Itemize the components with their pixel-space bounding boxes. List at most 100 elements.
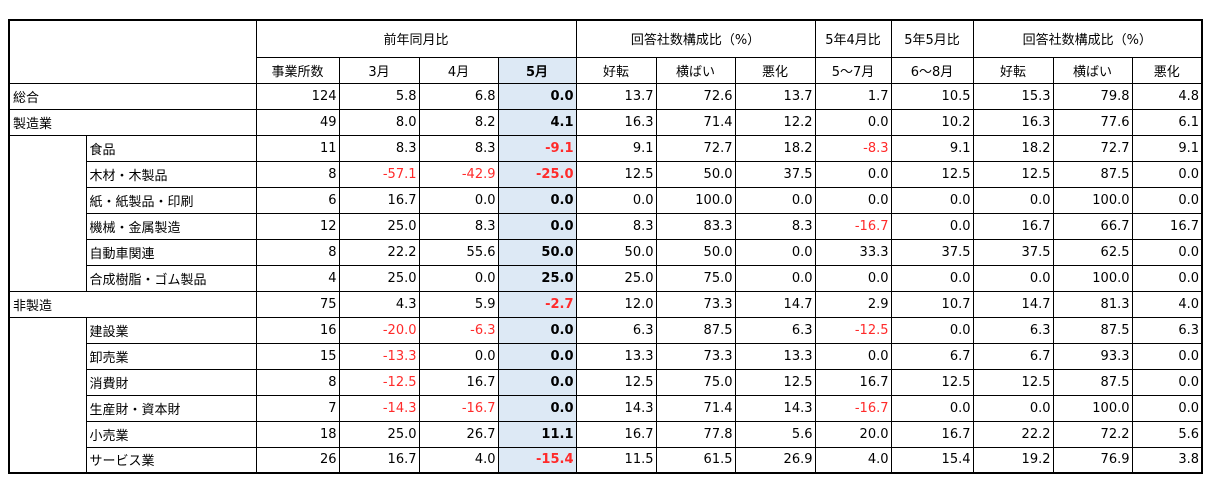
table-cell: -14.3 <box>338 394 420 422</box>
table-cell: 13.3 <box>734 342 816 370</box>
table-cell: 16.3 <box>972 108 1054 136</box>
table-cell: 72.7 <box>1052 134 1133 162</box>
table-cell: 0.0 <box>890 212 974 240</box>
table-row: 消費財 8 -12.5 16.7 0.0 12.5 75.0 12.5 16.7 12.5 12.5… <box>8 368 1203 396</box>
table-row: 卸売業 15 -13.3 0.0 0.0 13.3 73.3 13.3 0.0 6.7 6.7 93.… <box>8 342 1203 370</box>
table-cell: 0.0 <box>1131 160 1203 188</box>
table-cell: 87.5 <box>1052 160 1133 188</box>
table-cell: 0.0 <box>814 342 892 370</box>
row-subcategory-label: 合成樹脂・ゴム製品 <box>85 264 257 292</box>
table-cell: 0.0 <box>734 264 816 292</box>
table-cell: 16 <box>255 316 340 344</box>
table-cell: 0.0 <box>972 186 1054 214</box>
header-corner-lower <box>8 57 257 84</box>
table-cell: 15.3 <box>972 82 1054 110</box>
table-cell: 0.0 <box>418 342 499 370</box>
table-cell: -13.3 <box>338 342 420 370</box>
row-subcategory-label: 木材・木製品 <box>85 160 257 188</box>
table-cell: 0.0 <box>1131 238 1203 266</box>
table-cell: -42.9 <box>418 160 499 188</box>
table-cell: 0.0 <box>497 394 577 422</box>
row-indent <box>8 239 87 265</box>
table-cell: 61.5 <box>655 446 736 474</box>
table-row: 食品 11 8.3 8.3 -9.1 9.1 72.7 18.2 -8.3 9.1 18.2 72.7… <box>8 134 1203 162</box>
table-cell: 8.2 <box>418 108 499 136</box>
table-cell: 15 <box>255 342 340 370</box>
table-cell: 18.2 <box>972 134 1054 162</box>
table-cell: 16.3 <box>575 108 657 136</box>
table-cell: 12.5 <box>890 368 974 396</box>
table-row: 総合 124 5.8 6.8 0.0 13.7 72.6 13.7 1.7 10.5 15.3 79.… <box>8 82 1203 110</box>
table-cell: 16.7 <box>890 420 974 448</box>
table-cell: 0.0 <box>497 82 577 110</box>
table-cell: 9.1 <box>890 134 974 162</box>
table-cell: -16.7 <box>418 394 499 422</box>
table-cell: 22.2 <box>972 420 1054 448</box>
table-cell: 19.2 <box>972 446 1054 474</box>
header-may-ratio: 5年5月比 <box>890 19 974 58</box>
table-cell: 72.7 <box>655 134 736 162</box>
row-indent <box>8 395 87 421</box>
table-cell: 0.0 <box>814 264 892 292</box>
row-indent <box>8 343 87 369</box>
table-cell: 0.0 <box>1131 264 1203 292</box>
table-cell: 50.0 <box>655 160 736 188</box>
row-subcategory-label: 自動車関連 <box>85 238 257 266</box>
table-cell: 5.8 <box>338 82 420 110</box>
header-row-2: 事業所数 3月 4月 5月 好転 横ばい 悪化 5～7月 6～8月 好転 横ばい… <box>8 56 1203 84</box>
table-cell: 11.5 <box>575 446 657 474</box>
row-indent <box>8 317 87 343</box>
table-cell: 10.2 <box>890 108 974 136</box>
table-cell: 0.0 <box>1131 186 1203 214</box>
table-cell: 0.0 <box>814 160 892 188</box>
table-cell: 11 <box>255 134 340 162</box>
table-cell: 0.0 <box>972 264 1054 292</box>
table-cell: 12.5 <box>575 160 657 188</box>
table-cell: 6.1 <box>1131 108 1203 136</box>
table-cell: 25.0 <box>497 264 577 292</box>
table-cell: 14.7 <box>972 290 1054 318</box>
table-cell: 12.5 <box>734 368 816 396</box>
table-cell: 6.3 <box>575 316 657 344</box>
table-cell: 100.0 <box>1052 394 1133 422</box>
table-cell: 8.3 <box>418 212 499 240</box>
table-cell: 14.3 <box>575 394 657 422</box>
table-cell: 10.7 <box>890 290 974 318</box>
table-cell: 37.5 <box>734 160 816 188</box>
table-cell: 0.0 <box>890 394 974 422</box>
header-sub: 4月 <box>418 56 499 84</box>
table-cell: 87.5 <box>1052 368 1133 396</box>
table-cell: -25.0 <box>497 160 577 188</box>
table-cell: 16.7 <box>972 212 1054 240</box>
table-cell: 12.2 <box>734 108 816 136</box>
table-cell: 26 <box>255 446 340 474</box>
table-cell: 8 <box>255 368 340 396</box>
table-cell: 8.0 <box>338 108 420 136</box>
table-row: 自動車関連 8 22.2 55.6 50.0 50.0 50.0 0.0 33.3 37.5 37.… <box>8 238 1203 266</box>
table-cell: 4 <box>255 264 340 292</box>
table-row: 製造業 49 8.0 8.2 4.1 16.3 71.4 12.2 0.0 10.2 16.3 77.… <box>8 108 1203 136</box>
table-cell: 14.3 <box>734 394 816 422</box>
table-cell: 0.0 <box>1131 342 1203 370</box>
table-cell: 100.0 <box>1052 186 1133 214</box>
table-cell: -16.7 <box>814 394 892 422</box>
table-cell: 0.0 <box>497 316 577 344</box>
table-cell: 75 <box>255 290 340 318</box>
table-cell: 37.5 <box>890 238 974 266</box>
header-share-1: 回答社数構成比（%） <box>575 19 816 58</box>
table-cell: -16.7 <box>814 212 892 240</box>
table-cell: 18.2 <box>734 134 816 162</box>
table-cell: 12.5 <box>972 368 1054 396</box>
table-cell: 25.0 <box>575 264 657 292</box>
table-cell: 49 <box>255 108 340 136</box>
row-subcategory-label: 機械・金属製造 <box>85 212 257 240</box>
table-cell: 100.0 <box>655 186 736 214</box>
row-subcategory-label: 紙・紙製品・印刷 <box>85 186 257 214</box>
row-indent <box>8 187 87 213</box>
table-cell: 7 <box>255 394 340 422</box>
header-sub: 好転 <box>575 56 657 84</box>
table-cell: 16.7 <box>575 420 657 448</box>
table-cell: 13.7 <box>575 82 657 110</box>
table-cell: 12.5 <box>575 368 657 396</box>
table-cell: 0.0 <box>890 186 974 214</box>
